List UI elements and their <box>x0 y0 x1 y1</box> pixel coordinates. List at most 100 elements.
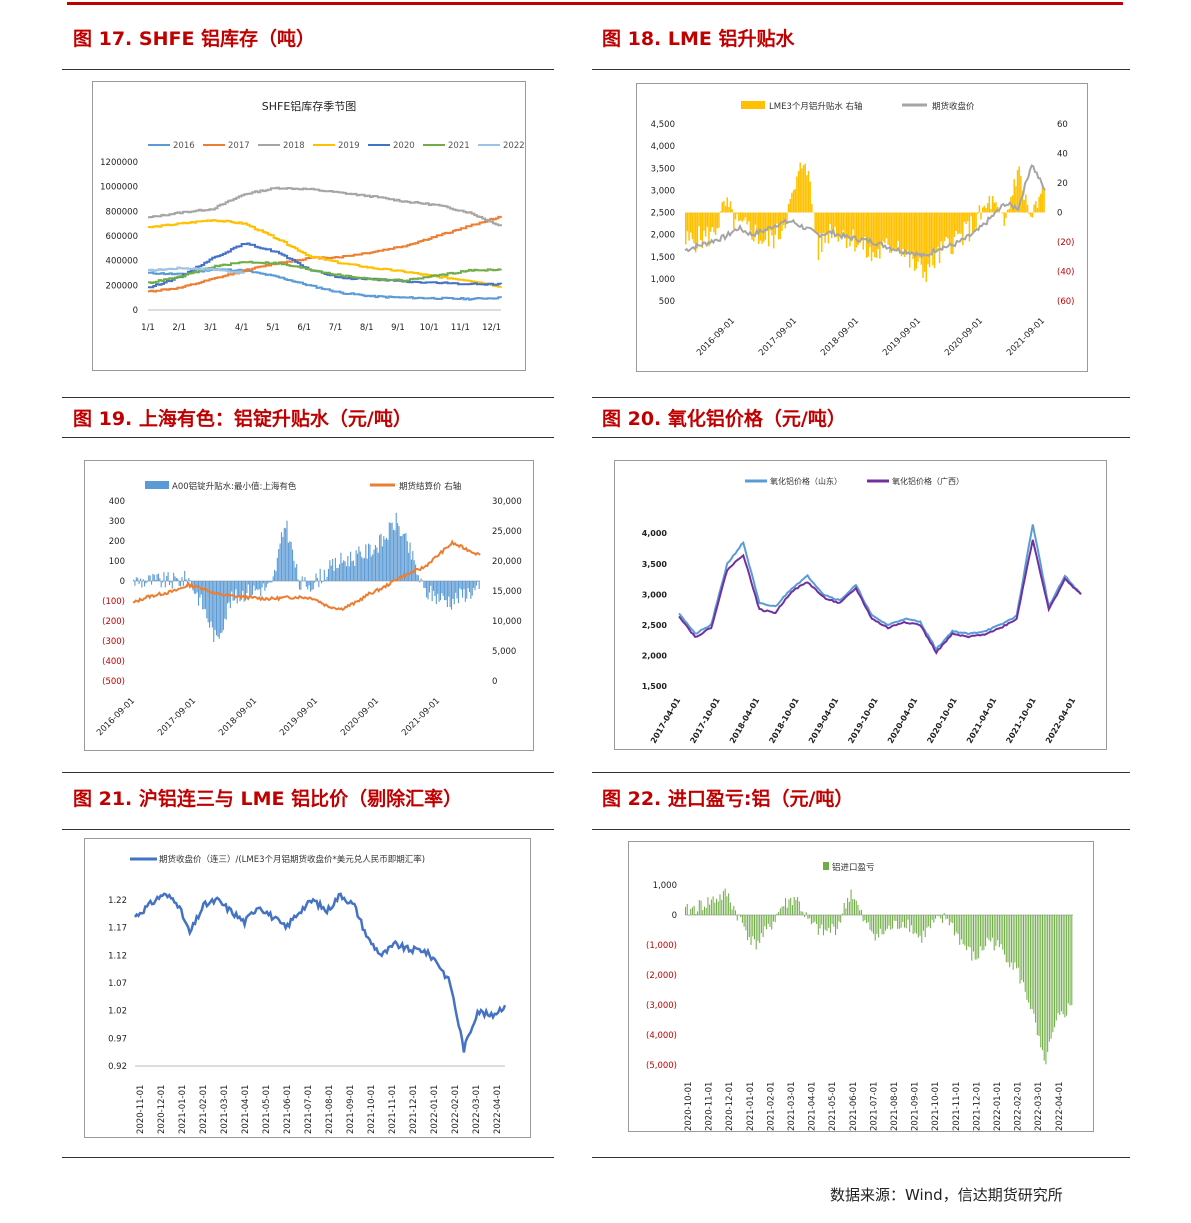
bar <box>437 581 439 594</box>
bar <box>1040 193 1042 213</box>
bar <box>278 549 280 581</box>
bar <box>402 533 404 581</box>
bar <box>774 915 776 923</box>
bar <box>1005 915 1007 963</box>
bar <box>202 581 204 610</box>
bar <box>905 212 908 254</box>
bar <box>955 212 957 231</box>
bar <box>426 581 428 598</box>
bar <box>774 212 777 235</box>
bar <box>993 202 996 213</box>
bar <box>721 202 723 213</box>
bar <box>726 896 728 915</box>
bar <box>1013 179 1015 213</box>
bar <box>700 900 702 915</box>
bar <box>689 212 692 233</box>
divider <box>592 437 1130 438</box>
bar <box>280 532 283 581</box>
line-series <box>132 539 481 612</box>
bar <box>936 915 938 916</box>
series-2018 <box>148 186 502 227</box>
bar <box>291 549 294 581</box>
bar <box>242 581 244 591</box>
bar <box>1021 915 1023 981</box>
x-tick-label: 2021-07-01 <box>304 1085 314 1134</box>
bar <box>809 915 811 919</box>
bar <box>807 915 809 919</box>
bar <box>155 579 157 581</box>
divider <box>592 1157 1130 1158</box>
bar <box>963 212 966 222</box>
bar <box>945 915 947 920</box>
x-tick-label: 2021-09-01 <box>911 1082 921 1131</box>
bar <box>965 212 967 225</box>
series-2017 <box>148 215 502 293</box>
bar <box>810 915 812 925</box>
bar <box>149 575 151 581</box>
bar <box>1066 915 1068 1016</box>
bar <box>453 581 455 605</box>
bar <box>171 581 173 589</box>
bar <box>329 560 331 581</box>
legend-label: 期货收盘价（连三）/(LME3个月铝期货收盘价*美元兑人民币即期汇率) <box>159 854 425 865</box>
bar <box>947 915 949 919</box>
bar <box>415 564 417 581</box>
bar <box>1009 915 1011 968</box>
bar <box>369 544 371 581</box>
x-tick-label: 2021-03-01 <box>220 1085 230 1134</box>
chart-20-panel: 氧化铝价格（山东） 氧化铝价格（广西） 1,500 2,000 2,500 3,000 3,… <box>614 460 1107 750</box>
bar <box>460 581 462 590</box>
bar <box>805 912 807 915</box>
bar <box>872 915 874 934</box>
y-tick-label: (2,000) <box>646 971 677 981</box>
bar <box>986 915 988 938</box>
bar <box>782 212 785 226</box>
bar <box>975 212 977 228</box>
bar <box>265 581 267 588</box>
bar <box>142 579 144 581</box>
bar <box>722 891 724 915</box>
bar <box>900 212 903 257</box>
bar <box>814 212 816 232</box>
bar <box>990 915 992 942</box>
x-tick-label: 1/1 <box>141 323 155 333</box>
bar <box>1016 915 1018 969</box>
bar <box>789 198 792 213</box>
x-tick-label: 2021-02-01 <box>766 1082 776 1131</box>
x-tick-label: 2021-04-01 <box>965 696 999 745</box>
bar <box>366 558 368 581</box>
bar <box>835 212 838 238</box>
bar <box>902 915 904 922</box>
bar <box>695 913 697 915</box>
y-tick-label: 1.12 <box>108 951 127 961</box>
bar <box>225 581 227 620</box>
bar <box>762 212 765 242</box>
bar <box>830 212 833 239</box>
y-tick-label: 1.02 <box>108 1007 127 1017</box>
bar <box>361 556 363 581</box>
x-tick-label: 9/1 <box>391 323 405 333</box>
bar <box>892 212 894 249</box>
bar <box>862 915 864 922</box>
bar <box>942 212 944 251</box>
bar <box>457 581 459 604</box>
bar <box>731 209 733 213</box>
bar <box>247 581 249 585</box>
x-tick-label: 2019-10-01 <box>846 696 880 745</box>
bar <box>164 581 166 588</box>
bar <box>709 904 711 915</box>
bar <box>217 581 219 637</box>
y-left-tick-label: 500 <box>659 297 675 307</box>
bar <box>153 574 155 581</box>
bar <box>869 915 871 930</box>
bar <box>1040 915 1042 1048</box>
bar <box>1047 915 1049 1052</box>
bar <box>816 212 818 235</box>
bar <box>276 557 278 581</box>
bar <box>268 581 270 583</box>
bar <box>401 536 403 581</box>
bar <box>711 212 714 228</box>
bar <box>708 212 710 247</box>
bar <box>826 212 828 235</box>
bar <box>1010 915 1012 963</box>
